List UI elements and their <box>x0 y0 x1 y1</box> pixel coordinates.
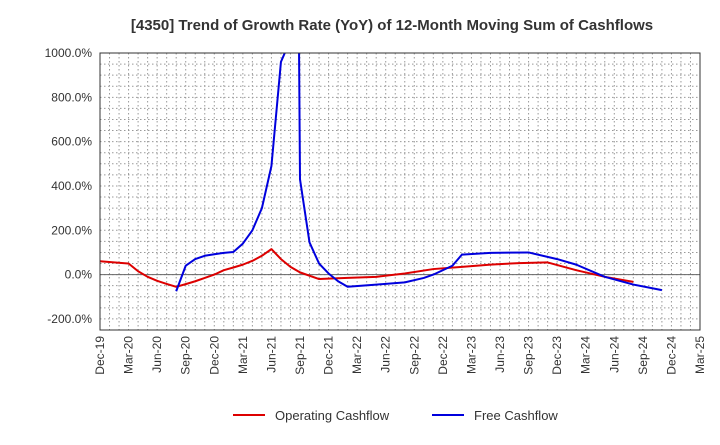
y-tick-label: 800.0% <box>51 90 92 104</box>
legend-label: Operating Cashflow <box>275 408 390 423</box>
x-tick-label: Mar-22 <box>350 336 364 374</box>
y-tick-label: 600.0% <box>51 135 92 149</box>
y-tick-label: 1000.0% <box>45 46 93 60</box>
x-tick-label: Jun-23 <box>493 336 507 373</box>
x-tick-label: Sep-20 <box>179 336 193 375</box>
x-tick-label: Sep-22 <box>407 336 421 375</box>
series-line-free-cashflow <box>175 53 663 292</box>
x-tick-label: Mar-24 <box>579 336 593 374</box>
y-axis-labels: 1000.0% 800.0% 600.0% 400.0% 200.0% 0.0% -200.… <box>45 46 93 326</box>
plot-area <box>100 53 700 330</box>
series-line-operating-cashflow <box>100 248 634 288</box>
x-tick-label: Dec-21 <box>322 336 336 375</box>
x-tick-label: Dec-24 <box>664 336 678 375</box>
x-tick-label: Sep-24 <box>636 336 650 375</box>
chart-title: [4350] Trend of Growth Rate (YoY) of 12-… <box>131 17 653 34</box>
y-tick-label: 0.0% <box>65 268 93 282</box>
x-tick-label: Dec-22 <box>436 336 450 375</box>
y-tick-label: 400.0% <box>51 179 92 193</box>
y-tick-label: 200.0% <box>51 223 92 237</box>
x-tick-label: Dec-20 <box>207 336 221 375</box>
legend-label: Free Cashflow <box>474 408 558 423</box>
x-tick-label: Dec-23 <box>550 336 564 375</box>
x-tick-label: Mar-20 <box>122 336 136 374</box>
x-tick-label: Jun-22 <box>379 336 393 373</box>
x-tick-label: Mar-23 <box>464 336 478 374</box>
x-tick-label: Jun-20 <box>150 336 164 373</box>
x-tick-label: Sep-21 <box>293 336 307 375</box>
x-tick-label: Jun-21 <box>264 336 278 373</box>
legend: Operating Cashflow Free Cashflow <box>233 408 558 423</box>
x-tick-label: Jun-24 <box>607 336 621 373</box>
plot-border <box>99 52 701 331</box>
y-tick-label: -200.0% <box>47 312 92 326</box>
x-tick-label: Mar-21 <box>236 336 250 374</box>
x-axis-labels: Dec-19 Mar-20 Jun-20 Sep-20 Dec-20 Mar-21 Jun-… <box>93 336 707 375</box>
x-tick-label: Sep-23 <box>522 336 536 375</box>
x-tick-label: Mar-25 <box>693 336 707 374</box>
x-tick-label: Dec-19 <box>93 336 107 375</box>
series-layer <box>100 53 663 292</box>
